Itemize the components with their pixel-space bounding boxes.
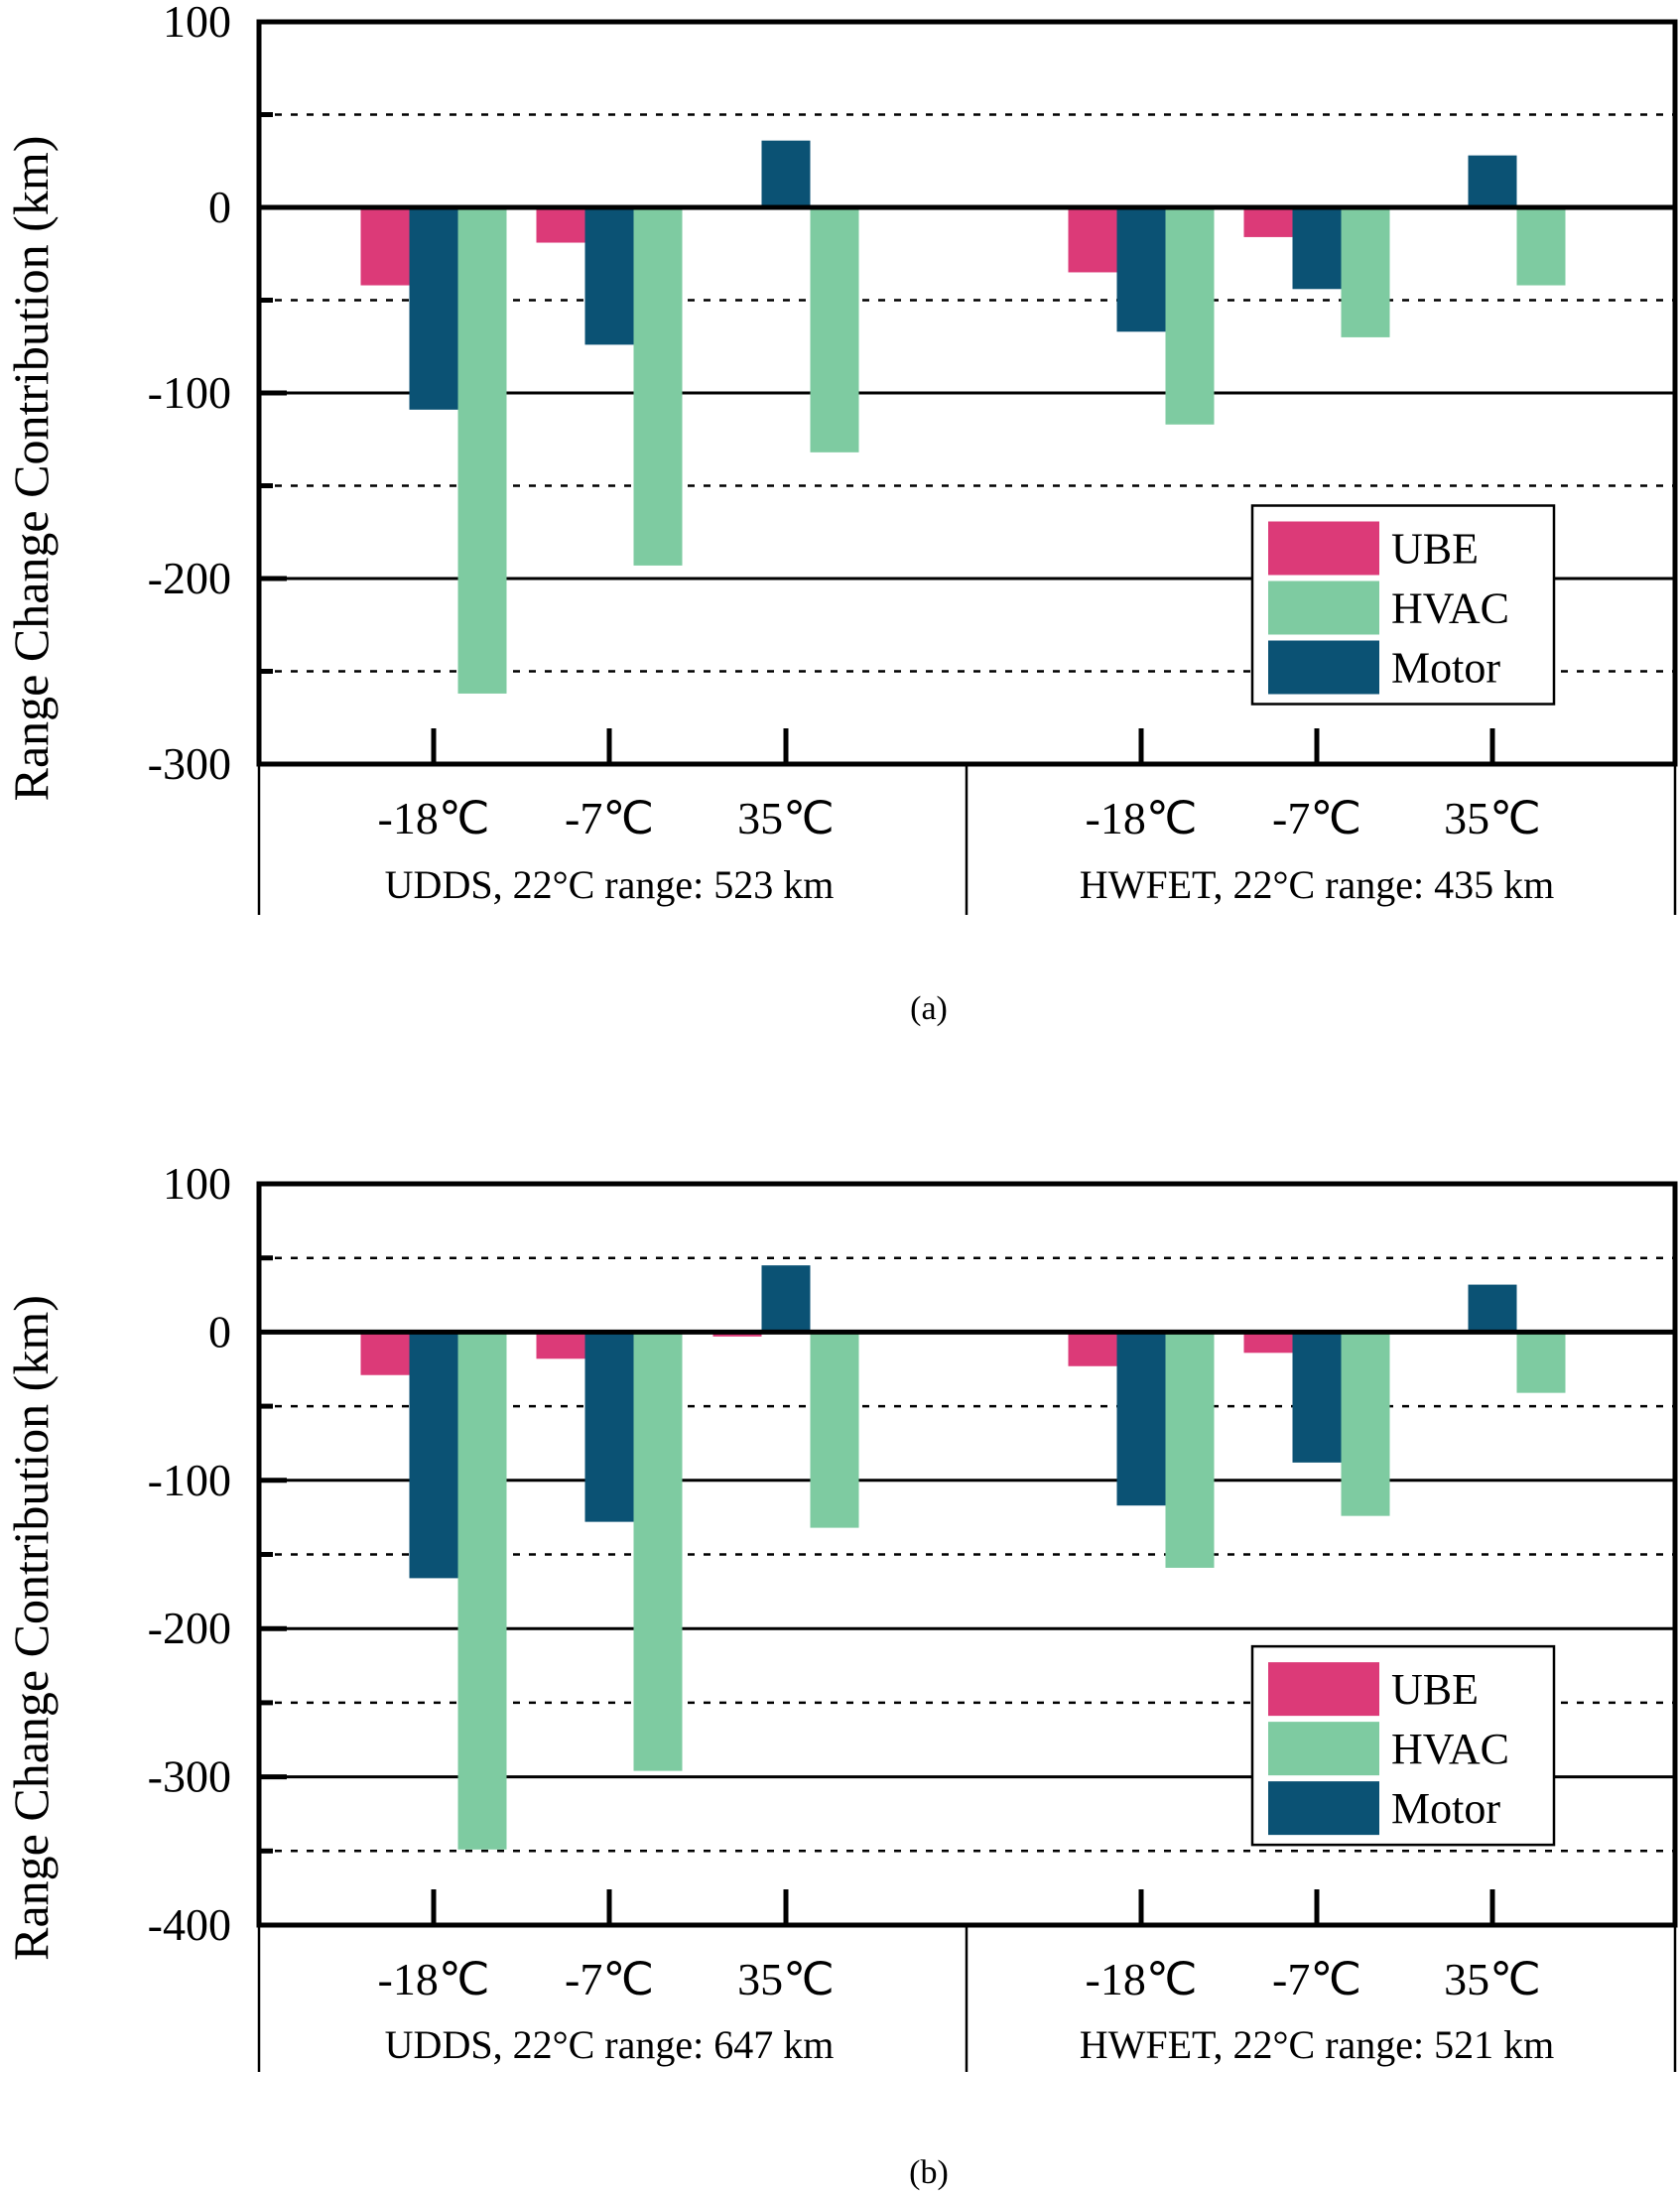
bar-ube bbox=[360, 207, 410, 286]
bar-ube bbox=[1243, 1332, 1293, 1354]
bar-hvac bbox=[1516, 207, 1566, 286]
bar-ube bbox=[536, 1332, 585, 1359]
bar-motor bbox=[1116, 1332, 1166, 1506]
category-label: 35℃ bbox=[737, 1954, 835, 2004]
category-label: -18℃ bbox=[378, 1954, 490, 2004]
bar-hvac bbox=[457, 1332, 507, 1850]
bar-ube bbox=[1068, 207, 1117, 273]
category-label: 35℃ bbox=[1444, 793, 1541, 843]
bar-motor bbox=[1116, 207, 1166, 332]
bar-motor bbox=[584, 1332, 634, 1522]
y-tick-label: 0 bbox=[208, 1306, 231, 1356]
group-label: UDDS, 22°C range: 647 km bbox=[385, 2022, 835, 2067]
y-tick-label: -300 bbox=[148, 738, 231, 789]
chart-b: 100 0 -100 -200 -300 -400 -18℃ -7℃ 35℃ UDDS, 22°C… bbox=[3, 1158, 1678, 2191]
bar-hvac bbox=[1165, 1332, 1215, 1568]
bar-motor bbox=[761, 1265, 811, 1333]
y-tick-label: 100 bbox=[163, 0, 231, 47]
bar-hvac bbox=[1341, 207, 1390, 337]
category-label: -7℃ bbox=[565, 1954, 654, 2004]
legend-label-motor: Motor bbox=[1391, 644, 1500, 693]
bar-ube bbox=[1068, 1332, 1117, 1366]
legend: UBE HVAC Motor bbox=[1250, 504, 1556, 706]
category-label: -18℃ bbox=[1086, 793, 1198, 843]
legend-swatch-ube bbox=[1268, 521, 1379, 576]
category-label: -18℃ bbox=[378, 793, 490, 843]
bar-hvac bbox=[457, 207, 507, 694]
category-label: 35℃ bbox=[1444, 1954, 1541, 2004]
bar-motor bbox=[1292, 1332, 1342, 1463]
chart-a: 100 0 -100 -200 -300 -18℃ -7℃ 35℃ UDDS, 22°C ran… bbox=[3, 0, 1678, 1027]
bar-hvac bbox=[1516, 1332, 1566, 1393]
y-tick-label: 100 bbox=[163, 1158, 231, 1209]
bar-motor bbox=[1292, 207, 1342, 290]
legend-swatch-motor bbox=[1268, 640, 1379, 695]
legend-label-motor: Motor bbox=[1391, 1784, 1500, 1833]
category-label: -7℃ bbox=[565, 793, 654, 843]
category-label: -7℃ bbox=[1272, 793, 1361, 843]
bar-hvac bbox=[633, 1332, 683, 1771]
bar-motor bbox=[409, 207, 458, 410]
legend-swatch-ube bbox=[1268, 1662, 1379, 1717]
y-axis-label: Range Change Contribution (km) bbox=[3, 136, 59, 802]
group-label: HWFET, 22°C range: 435 km bbox=[1080, 862, 1555, 907]
legend-label-hvac: HVAC bbox=[1391, 584, 1509, 633]
y-tick-label: -100 bbox=[148, 1455, 231, 1505]
y-tick-label: -300 bbox=[148, 1751, 231, 1802]
category-label: 35℃ bbox=[737, 793, 835, 843]
bar-hvac bbox=[633, 207, 683, 566]
bar-motor bbox=[1468, 1284, 1517, 1333]
bar-hvac bbox=[810, 1332, 859, 1528]
bar-ube bbox=[536, 207, 585, 243]
bar-ube bbox=[1243, 207, 1293, 237]
bar-ube bbox=[360, 1332, 410, 1375]
figure-caption: (b) bbox=[909, 2154, 949, 2191]
bar-motor bbox=[1468, 155, 1517, 207]
legend-swatch-hvac bbox=[1268, 1722, 1379, 1776]
legend-swatch-motor bbox=[1268, 1781, 1379, 1836]
legend-label-ube: UBE bbox=[1391, 1665, 1479, 1714]
y-tick-label: -200 bbox=[148, 553, 231, 603]
y-tick-label: -200 bbox=[148, 1603, 231, 1653]
group-label: HWFET, 22°C range: 521 km bbox=[1080, 2022, 1555, 2067]
bar-motor bbox=[761, 140, 811, 207]
legend: UBE HVAC Motor bbox=[1250, 1644, 1556, 1847]
category-label: -18℃ bbox=[1086, 1954, 1198, 2004]
y-tick-label: -400 bbox=[148, 1899, 231, 1950]
legend-swatch-hvac bbox=[1268, 581, 1379, 635]
legend-label-ube: UBE bbox=[1391, 525, 1479, 574]
bar-motor bbox=[584, 207, 634, 345]
y-axis-label: Range Change Contribution (km) bbox=[3, 1295, 59, 1961]
y-tick-label: -100 bbox=[148, 367, 231, 418]
y-tick-label: 0 bbox=[208, 182, 231, 232]
figure-caption: (a) bbox=[910, 990, 948, 1027]
bar-motor bbox=[409, 1332, 458, 1579]
bar-hvac bbox=[1341, 1332, 1390, 1516]
category-label: -7℃ bbox=[1272, 1954, 1361, 2004]
group-label: UDDS, 22°C range: 523 km bbox=[385, 862, 835, 907]
bar-hvac bbox=[810, 207, 859, 452]
bar-hvac bbox=[1165, 207, 1215, 425]
legend-label-hvac: HVAC bbox=[1391, 1725, 1509, 1773]
